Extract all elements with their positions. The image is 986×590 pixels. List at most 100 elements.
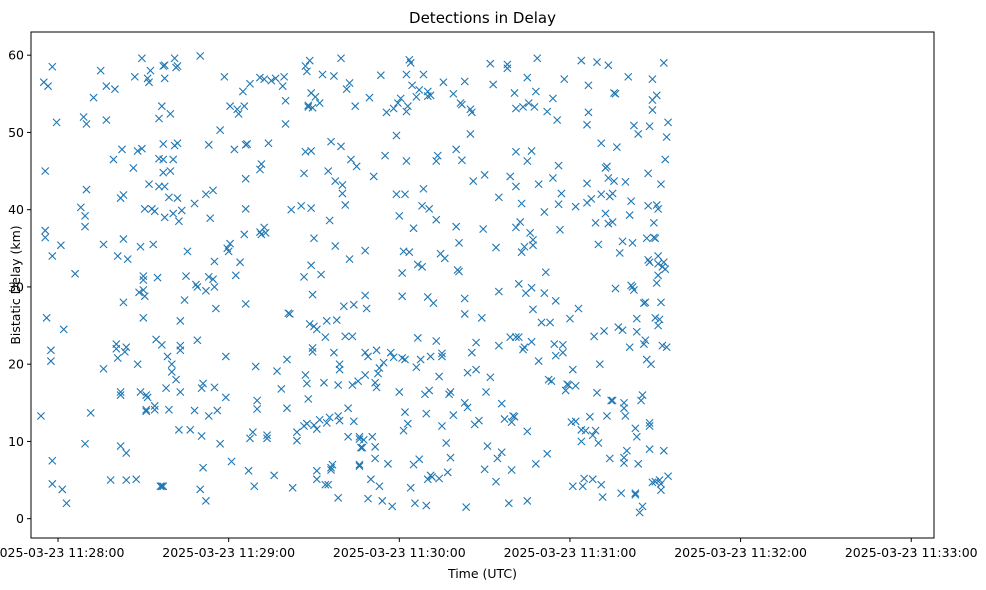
data-point-x-marker [565,314,574,323]
data-point-x-marker [174,425,183,434]
data-point-x-marker [332,316,341,325]
data-point-x-marker [76,203,85,212]
y-tick-label: 40 [8,202,24,217]
data-point-x-marker [386,348,395,357]
data-point-x-marker [631,490,640,499]
data-point-x-marker [71,269,80,278]
data-point-x-marker [329,72,338,81]
data-point-x-marker [511,333,520,342]
data-point-x-marker [553,116,562,125]
data-point-x-marker [369,172,378,181]
data-point-x-marker [140,292,149,301]
data-point-x-marker [197,384,206,393]
data-point-x-marker [361,246,370,255]
data-point-x-marker [527,283,536,292]
y-tick-label: 50 [8,125,24,140]
data-point-x-marker [193,336,202,345]
data-point-x-marker [401,408,409,417]
data-point-x-marker [153,273,162,282]
data-point-x-marker [366,475,375,484]
data-point-x-marker [176,316,185,325]
data-point-x-marker [597,190,606,199]
data-point-x-marker [641,298,650,307]
data-point-x-marker [435,372,444,381]
data-point-x-marker [52,118,61,127]
data-point-x-marker [150,207,159,216]
data-point-x-marker [199,463,208,472]
data-point-x-marker [113,252,122,261]
data-point-x-marker [659,58,668,67]
data-point-x-marker [655,315,664,324]
data-point-x-marker [460,77,469,86]
data-point-x-marker [308,103,317,112]
data-point-x-marker [519,102,528,111]
data-point-x-marker [654,321,663,330]
data-point-x-marker [524,99,533,108]
data-point-x-marker [402,70,411,79]
data-point-x-marker [644,201,653,210]
data-point-x-marker [136,388,145,396]
data-point-x-marker [335,365,344,374]
data-point-x-marker [423,475,432,484]
data-point-x-marker [240,230,249,239]
data-point-x-marker [162,384,171,393]
data-point-x-marker [617,489,626,498]
data-point-x-marker [167,360,176,369]
data-point-x-marker [388,502,397,511]
data-point-x-marker [531,459,540,468]
data-point-x-marker [183,247,192,256]
data-point-x-marker [442,438,451,447]
data-point-x-marker [142,407,151,416]
data-point-x-marker [507,466,516,475]
data-point-x-marker [638,502,647,511]
data-point-x-marker [230,145,239,154]
data-point-x-marker [628,238,637,247]
data-point-x-marker [174,217,183,226]
data-point-x-marker [571,381,580,390]
data-point-x-marker [89,93,98,102]
data-point-x-marker [528,241,537,250]
data-point-x-marker [638,391,647,400]
data-point-x-marker [520,343,529,352]
data-point-x-marker [240,102,249,111]
data-point-x-marker [110,85,119,94]
data-point-x-marker [457,100,466,109]
data-point-x-marker [220,72,229,81]
data-point-x-marker [645,421,654,430]
data-point-x-marker [645,445,654,454]
data-point-x-marker [547,377,556,386]
data-point-x-marker [467,108,476,117]
data-point-x-marker [378,496,387,505]
x-tick-label: 2025-03-23 11:32:00 [674,545,807,560]
data-point-x-marker [486,59,495,68]
data-point-x-marker [608,396,617,405]
data-point-x-marker [516,218,525,227]
data-point-x-marker [415,85,424,94]
data-point-x-marker [96,66,105,75]
data-point-x-marker [432,215,441,224]
data-point-x-marker [364,494,373,503]
data-point-x-marker [257,160,266,169]
data-point-x-marker [204,411,213,420]
data-point-x-marker [457,156,466,165]
data-point-x-marker [315,99,324,108]
data-point-x-marker [356,443,365,452]
data-point-x-marker [492,243,500,252]
data-point-x-marker [543,449,552,458]
data-point-x-marker [59,325,68,334]
data-point-x-marker [608,218,617,227]
data-point-x-marker [393,99,402,108]
data-point-x-marker [145,78,154,87]
data-point-x-marker [109,155,118,164]
data-point-x-marker [608,189,617,198]
data-point-x-marker [331,241,340,250]
data-point-x-marker [280,72,289,81]
data-point-x-marker [160,74,169,83]
data-point-x-marker [318,70,327,79]
data-point-x-marker [327,137,336,146]
data-point-x-marker [327,463,336,472]
data-point-x-marker [624,72,633,81]
data-point-x-marker [142,405,151,414]
data-point-x-marker [116,391,125,400]
data-point-x-marker [221,352,230,361]
